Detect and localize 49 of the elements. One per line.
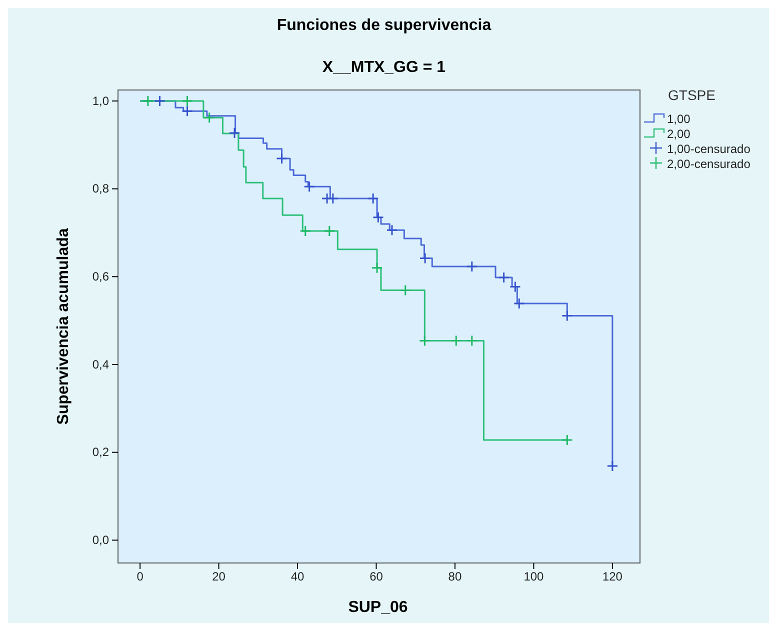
point — [367, 192, 379, 204]
point — [466, 335, 478, 347]
point — [418, 335, 430, 347]
point — [509, 281, 521, 293]
point — [466, 260, 478, 272]
point — [324, 225, 336, 237]
x-tick-label: 80 — [448, 570, 462, 584]
x-tick-label: 120 — [602, 570, 623, 584]
point — [498, 272, 510, 284]
x-tick-label: 100 — [524, 570, 544, 584]
legend-label: 1,00-censurado — [667, 142, 751, 156]
x-tick-label: 0 — [136, 570, 144, 584]
x-tick-label: 60 — [370, 570, 384, 584]
point — [327, 192, 339, 204]
y-tick-label: 0,2 — [92, 445, 110, 460]
legend-label: 1,00 — [667, 112, 691, 126]
point — [371, 262, 383, 274]
point — [561, 310, 573, 322]
legend-label: 2,00 — [667, 127, 691, 141]
y-tick-label: 0,6 — [92, 269, 110, 284]
point — [419, 252, 431, 264]
point — [204, 112, 216, 124]
x-axis-title: SUP_06 — [348, 599, 408, 616]
chart-subtitle: X__MTX_GG = 1 — [322, 59, 446, 76]
point — [300, 225, 312, 237]
point — [276, 152, 288, 164]
point — [154, 95, 166, 107]
point — [182, 95, 194, 107]
x-tick-label: 20 — [212, 570, 226, 584]
point — [400, 284, 412, 296]
point — [561, 434, 573, 446]
y-tick-label: 0,0 — [92, 533, 110, 548]
point — [386, 224, 398, 236]
y-tick-label: 0,4 — [92, 357, 110, 372]
point — [513, 298, 525, 310]
point — [228, 127, 240, 139]
point — [304, 180, 316, 192]
y-axis-title: Supervivencia acumulada — [55, 228, 72, 425]
point — [606, 460, 618, 472]
y-tick-label: 0,8 — [92, 182, 110, 196]
point — [372, 212, 384, 224]
point — [450, 335, 462, 347]
legend-label: 2,00-censurado — [667, 157, 751, 171]
x-tick-label: 40 — [290, 570, 305, 584]
point — [182, 105, 194, 117]
chart-title: Funciones de supervivencia — [276, 17, 492, 34]
y-tick-label: 1,0 — [92, 94, 110, 108]
legend-title: GTSPE — [668, 87, 716, 103]
point — [142, 95, 154, 107]
